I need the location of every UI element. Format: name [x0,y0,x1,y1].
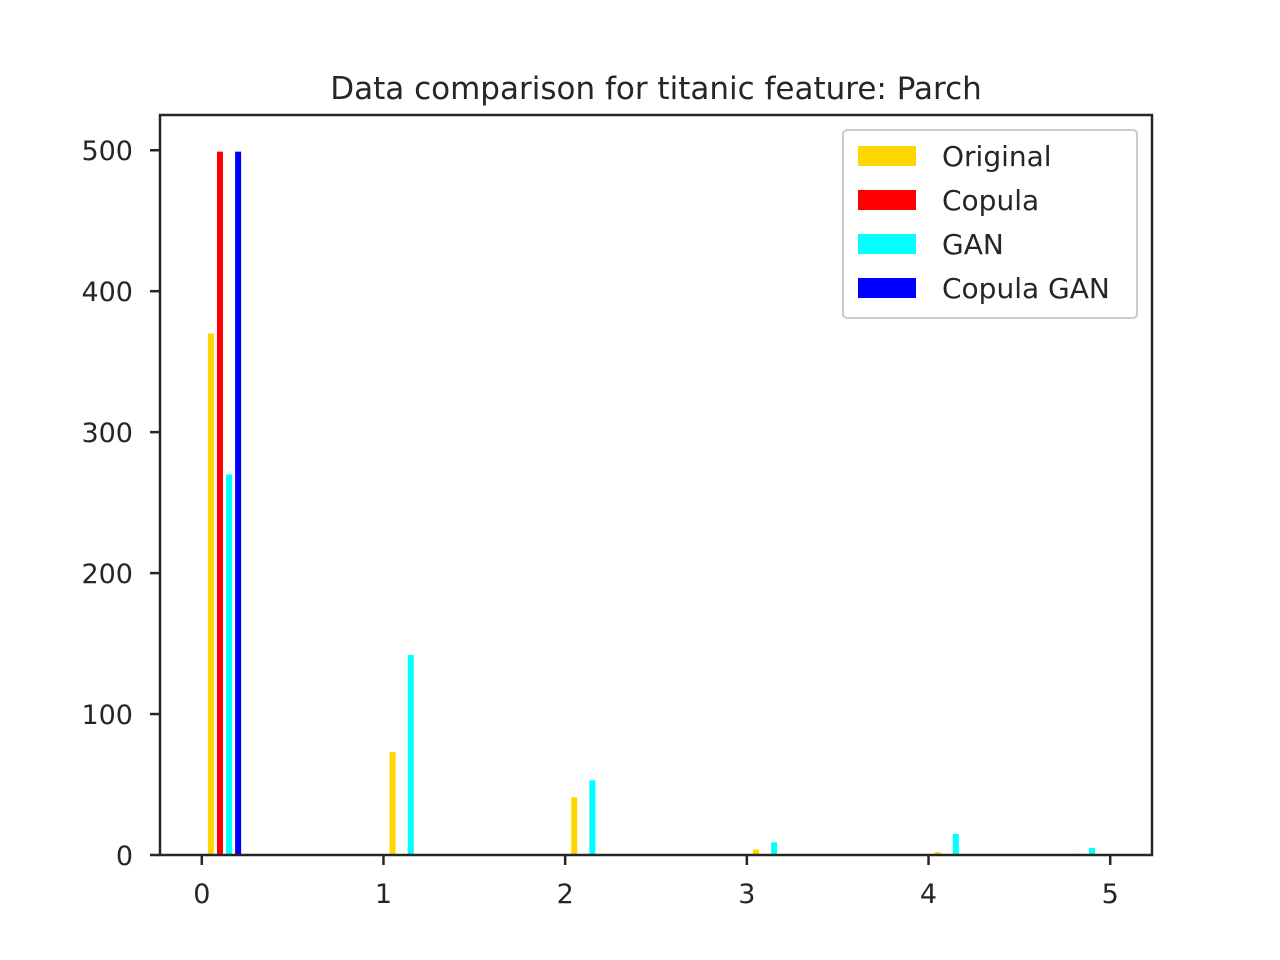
legend-swatch [858,190,916,210]
y-tick-label: 500 [81,136,133,167]
bar-gan-3 [771,842,778,855]
x-tick-label: 0 [193,879,210,910]
bar-original-2 [571,797,578,855]
y-tick-label: 400 [81,277,133,308]
bar-original-4 [934,852,941,855]
y-tick-label: 200 [81,559,133,590]
y-tick-label: 0 [116,841,133,872]
legend-label: Copula [942,184,1039,217]
x-tick-label: 2 [557,879,574,910]
bar-gan-0 [226,474,233,855]
x-axis: 0 1 2 3 4 5 [193,855,1119,910]
legend-swatch [858,234,916,254]
y-tick-label: 100 [81,700,133,731]
y-tick-label: 300 [81,418,133,449]
bar-copula-gan-0 [235,151,242,855]
legend-label: Copula GAN [942,272,1110,305]
legend-swatch [858,146,916,166]
y-axis: 0 100 200 300 400 500 [81,136,160,872]
x-tick-label: 3 [738,879,755,910]
x-tick-label: 4 [920,879,937,910]
legend-label: Original [942,140,1052,173]
legend-box [842,129,1138,319]
bar-original-3 [752,849,759,855]
bar-gan-2 [589,780,596,855]
bar-original-1 [389,752,396,855]
chart-title: Data comparison for titanic feature: Par… [330,71,982,107]
bar-gan-4 [952,833,959,855]
legend-label: GAN [942,228,1004,261]
bars-layer [207,151,1096,856]
bar-gan-1 [407,654,414,855]
bar-original-0 [207,333,214,856]
legend: Original Copula GAN Copula GAN [842,129,1138,319]
x-tick-label: 5 [1102,879,1119,910]
bar-copula-0 [216,151,223,855]
legend-swatch [858,278,916,298]
plot-frame [158,113,1154,857]
bar-gan-5 [1089,847,1096,855]
x-tick-label: 1 [375,879,392,910]
